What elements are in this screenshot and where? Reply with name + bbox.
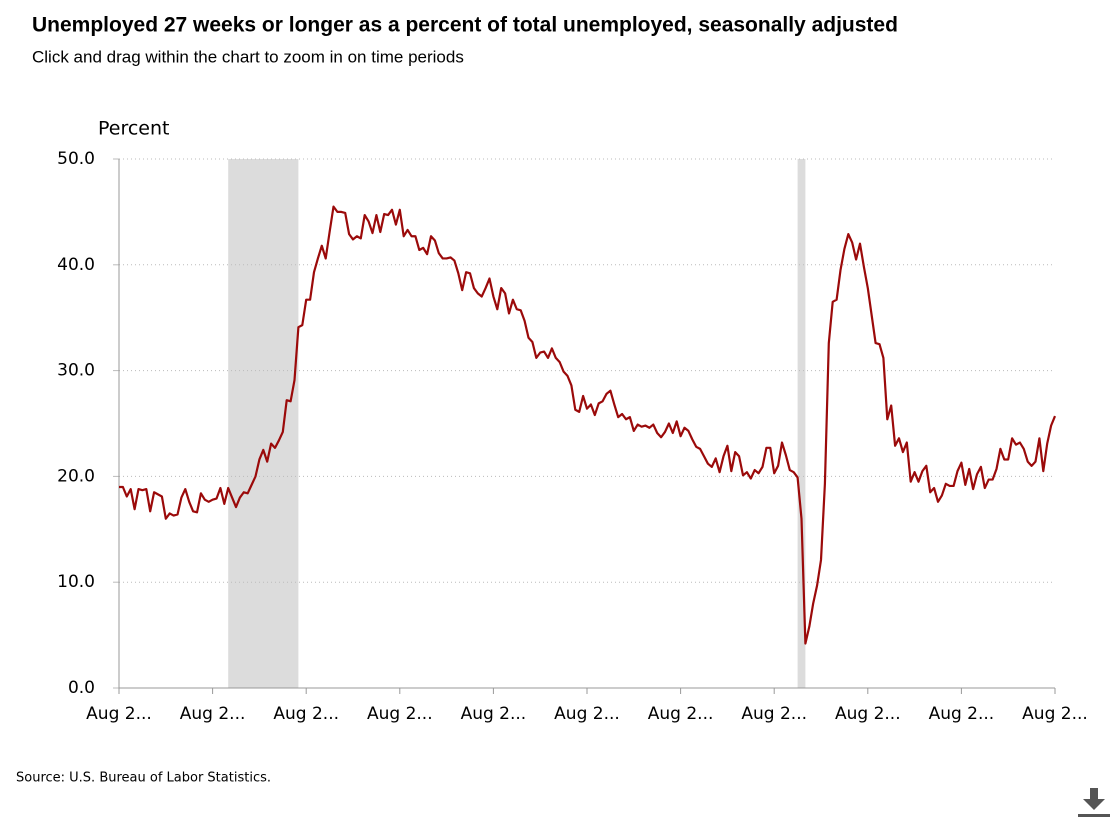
download-icon-base[interactable]: [1078, 814, 1110, 817]
download-icon-arrow[interactable]: [1083, 799, 1105, 810]
y-tick-label: 40.0: [57, 255, 95, 275]
y-tick-label: 10.0: [57, 572, 95, 592]
y-tick-label: 30.0: [57, 361, 95, 381]
source-note: Source: U.S. Bureau of Labor Statistics.: [16, 771, 271, 786]
x-tick-label: Aug 2...: [367, 704, 433, 724]
x-tick-label: Aug 2...: [180, 704, 246, 724]
data-line: [119, 205, 1057, 645]
y-tick-label: 20.0: [57, 466, 95, 486]
download-icon-stem[interactable]: [1090, 788, 1098, 800]
x-tick-label: Aug 2...: [1022, 704, 1088, 724]
y-tick-label: 0.0: [68, 678, 95, 698]
download-button[interactable]: [1078, 788, 1110, 817]
chart-subtitle: Click and drag within the chart to zoom …: [32, 47, 464, 66]
x-tick-label: Aug 2...: [648, 704, 714, 724]
x-tick-label: Aug 2...: [741, 704, 807, 724]
y-axis-label: Percent: [98, 118, 170, 140]
x-tick-label: Aug 2...: [461, 704, 527, 724]
y-tick-label: 50.0: [57, 149, 95, 169]
x-tick-label: Aug 2...: [835, 704, 901, 724]
chart-title: Unemployed 27 weeks or longer as a perce…: [32, 14, 898, 37]
recession-shade: [797, 159, 806, 688]
x-tick-label: Aug 2...: [929, 704, 995, 724]
x-tick-label: Aug 2...: [86, 704, 152, 724]
x-tick-label: Aug 2...: [554, 704, 620, 724]
recession-shade: [228, 159, 299, 688]
x-tick-label: Aug 2...: [273, 704, 339, 724]
